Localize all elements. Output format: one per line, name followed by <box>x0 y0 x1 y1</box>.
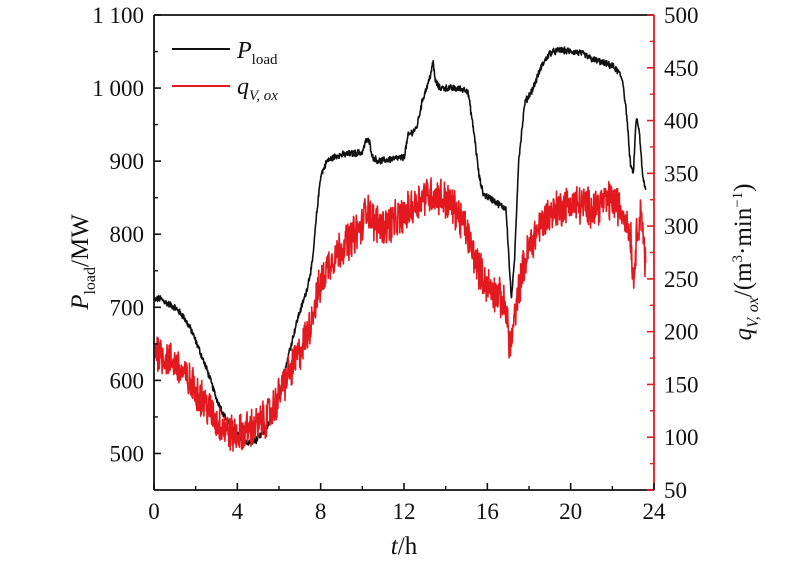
right-tick-label: 350 <box>664 161 699 186</box>
bottom-tick-label: 8 <box>315 499 327 524</box>
legend-label-pload-main: P <box>236 38 252 64</box>
legend-label-qvox: qV, ox <box>237 74 278 104</box>
right-tick-label: 450 <box>664 56 699 81</box>
left-tick-label: 500 <box>110 441 145 466</box>
right-axis-title-sup2: −1 <box>730 192 746 208</box>
legend-label-pload-sub: load <box>252 52 278 68</box>
bottom-tick-label: 0 <box>148 499 160 524</box>
plot-series <box>153 46 647 452</box>
right-tick-label: 250 <box>664 267 699 292</box>
right-axis-title-sub: V, ox <box>745 297 762 328</box>
series-line-qvox <box>153 177 647 452</box>
right-axis-title-unit-c: ) <box>730 183 757 191</box>
legend-label-pload: Pload <box>236 38 278 68</box>
legend: Pload qV, ox <box>172 38 278 104</box>
right-tick-label: 500 <box>664 3 699 28</box>
legend-label-qvox-sub: V, ox <box>249 88 278 104</box>
bottom-tick-label: 12 <box>393 499 416 524</box>
right-axis-title: qV, ox/(m3·min−1) <box>730 183 762 340</box>
right-tick-label: 400 <box>664 109 699 134</box>
right-axis-title-unit-a: /(m <box>730 262 757 297</box>
bottom-tick-label: 24 <box>643 499 667 524</box>
right-tick-label: 200 <box>664 320 699 345</box>
right-axis-ticks: 50 100 150 200 250 300 350 400 450 500 <box>647 3 699 503</box>
left-axis-title: Pload/MW <box>67 214 99 311</box>
left-tick-label: 800 <box>110 222 145 247</box>
left-axis-title-unit: /MW <box>67 214 94 267</box>
left-axis-title-sub: load <box>82 267 99 295</box>
right-tick-label: 150 <box>664 372 699 397</box>
legend-label-qvox-main: q <box>237 74 249 100</box>
right-tick-label: 50 <box>664 478 687 503</box>
bottom-axis-ticks: 0 4 8 12 16 20 24 <box>148 483 666 524</box>
bottom-tick-label: 20 <box>559 499 582 524</box>
right-axis-title-sup: 3 <box>730 255 746 263</box>
series-line-pload <box>153 46 647 446</box>
right-axis-title-unit-b: ·min <box>730 207 757 255</box>
left-tick-label: 1 000 <box>92 76 144 101</box>
left-tick-label: 700 <box>110 295 145 320</box>
right-tick-label: 300 <box>664 214 699 239</box>
left-tick-label: 1 100 <box>92 3 144 28</box>
left-axis-ticks: 500 600 700 800 900 1 000 1 100 <box>92 3 161 466</box>
right-axis-title-main: q <box>730 328 757 341</box>
bottom-axis-title-main: t <box>391 533 399 560</box>
left-tick-label: 600 <box>110 368 145 393</box>
bottom-tick-label: 4 <box>232 499 244 524</box>
left-axis-title-main: P <box>67 295 94 311</box>
right-tick-label: 100 <box>664 425 699 450</box>
bottom-axis-title: t/h <box>391 533 418 560</box>
bottom-axis-title-unit: /h <box>398 533 418 560</box>
left-tick-label: 900 <box>110 149 145 174</box>
bottom-tick-label: 16 <box>476 499 499 524</box>
